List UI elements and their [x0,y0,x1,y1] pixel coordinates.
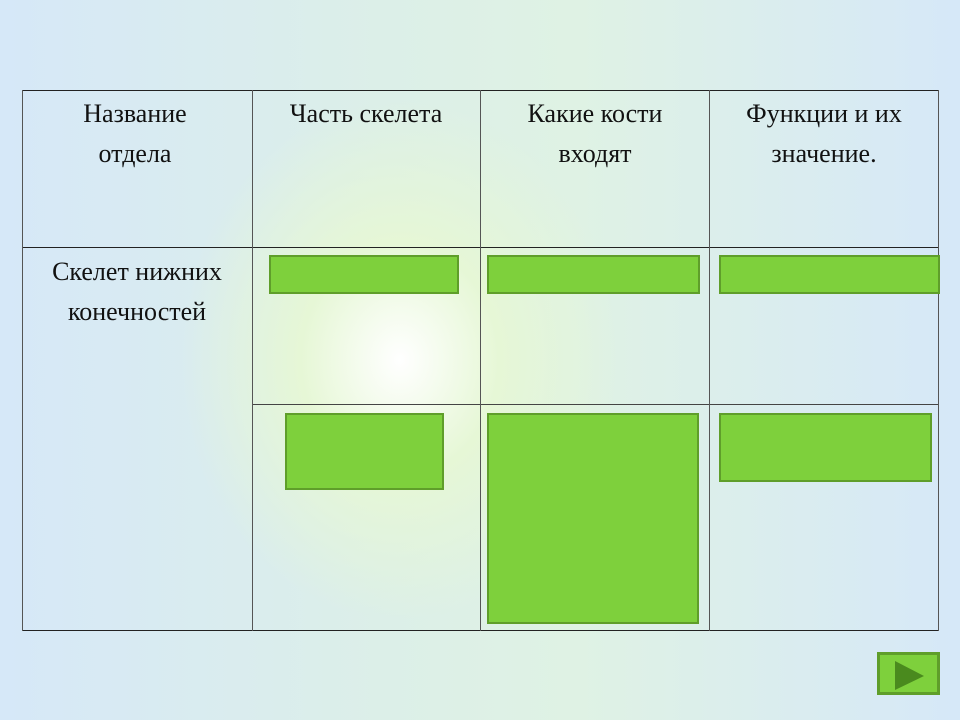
header-bones: Какие кости входят [527,99,663,168]
row-divider [252,404,939,405]
play-triangle-icon [895,661,924,690]
answer-box-bones-1[interactable] [487,255,700,294]
header-functions: Функции и их значение. [746,99,902,168]
column-divider [709,90,710,631]
answer-box-bones-2[interactable] [487,413,699,624]
next-slide-button[interactable] [877,652,940,695]
header-section-name: Название отдела [83,99,187,168]
answer-box-functions-2[interactable] [719,413,932,482]
column-divider [252,90,253,631]
answer-box-part-2[interactable] [285,413,444,490]
answer-box-functions-1[interactable] [719,255,940,294]
table-border-right [938,90,939,631]
table-border-left [22,90,23,631]
header-skeleton-part: Часть скелета [289,99,443,128]
answer-box-part-1[interactable] [269,255,459,294]
column-divider [480,90,481,631]
row-label: Скелет нижних конечностей [52,257,222,326]
